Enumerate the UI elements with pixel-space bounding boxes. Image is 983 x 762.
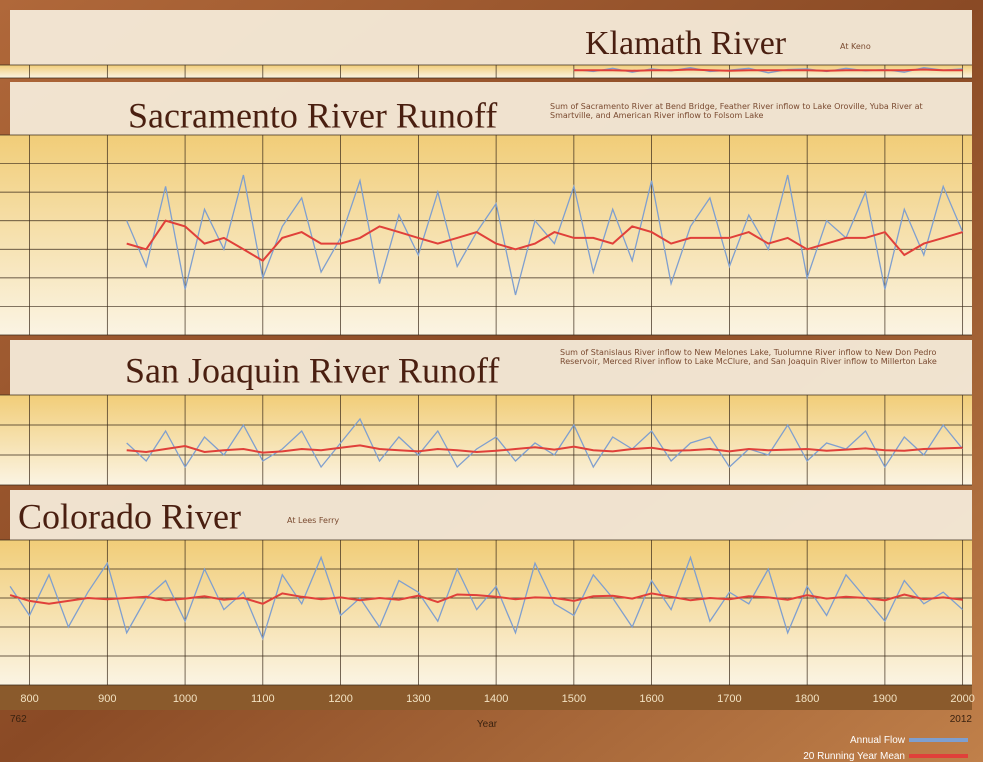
plot-area bbox=[0, 135, 972, 335]
x-tick-label: 1500 bbox=[562, 693, 586, 705]
panel-subtitle-box: At Lees Ferry bbox=[287, 516, 340, 525]
x-axis-band bbox=[0, 685, 972, 710]
panel-title: San Joaquin River Runoff bbox=[125, 351, 499, 391]
x-tick-label: 1100 bbox=[251, 693, 275, 705]
title-band bbox=[10, 10, 972, 65]
panel-subtitle-box: At Keno bbox=[840, 42, 871, 51]
x-tick-label: 1200 bbox=[328, 693, 352, 705]
panel-title: Sacramento River Runoff bbox=[128, 96, 497, 136]
panel-title: Colorado River bbox=[18, 497, 241, 537]
x-tick-label: 1600 bbox=[639, 693, 663, 705]
panel-subtitle-box: Sum of Sacramento River at Bend Bridge, … bbox=[550, 102, 923, 121]
series-line bbox=[573, 68, 963, 72]
series-line bbox=[126, 219, 963, 262]
x-tick-label: 1000 bbox=[173, 693, 197, 705]
panel-title: Klamath River bbox=[585, 25, 787, 62]
plot-area bbox=[0, 540, 972, 685]
x-tick-label: 1800 bbox=[795, 693, 819, 705]
panel-subtitle: Sum of Sacramento River at Bend Bridge, … bbox=[550, 102, 923, 121]
x-range-start: 762 bbox=[10, 714, 27, 725]
panel-subtitle: At Lees Ferry bbox=[287, 516, 340, 525]
x-tick-label: 1700 bbox=[717, 693, 741, 705]
x-axis-label: Year bbox=[477, 719, 498, 730]
x-tick-label: 1900 bbox=[873, 693, 897, 705]
x-tick-label: 800 bbox=[20, 693, 38, 705]
panel-subtitle-box: Sum of Stanislaus River inflow to New Me… bbox=[560, 348, 937, 367]
title-band bbox=[10, 82, 972, 135]
title-band bbox=[10, 340, 972, 395]
title-band bbox=[10, 490, 972, 540]
x-range-end: 2012 bbox=[950, 714, 973, 725]
panel-subtitle: Sum of Stanislaus River inflow to New Me… bbox=[560, 348, 937, 367]
legend-label: Annual Flow bbox=[850, 735, 906, 746]
legend-label: 20 Running Year Mean bbox=[803, 751, 905, 762]
x-tick-label: 2000 bbox=[950, 693, 974, 705]
panel-subtitle: At Keno bbox=[840, 42, 871, 51]
x-tick-label: 1400 bbox=[484, 693, 508, 705]
x-tick-label: 900 bbox=[98, 693, 116, 705]
series-line bbox=[126, 444, 963, 454]
series-line bbox=[9, 592, 963, 605]
series-line bbox=[9, 555, 964, 641]
series-line bbox=[126, 174, 964, 296]
x-tick-label: 1300 bbox=[406, 693, 430, 705]
plot-area bbox=[0, 395, 972, 485]
plot-area bbox=[0, 65, 972, 78]
